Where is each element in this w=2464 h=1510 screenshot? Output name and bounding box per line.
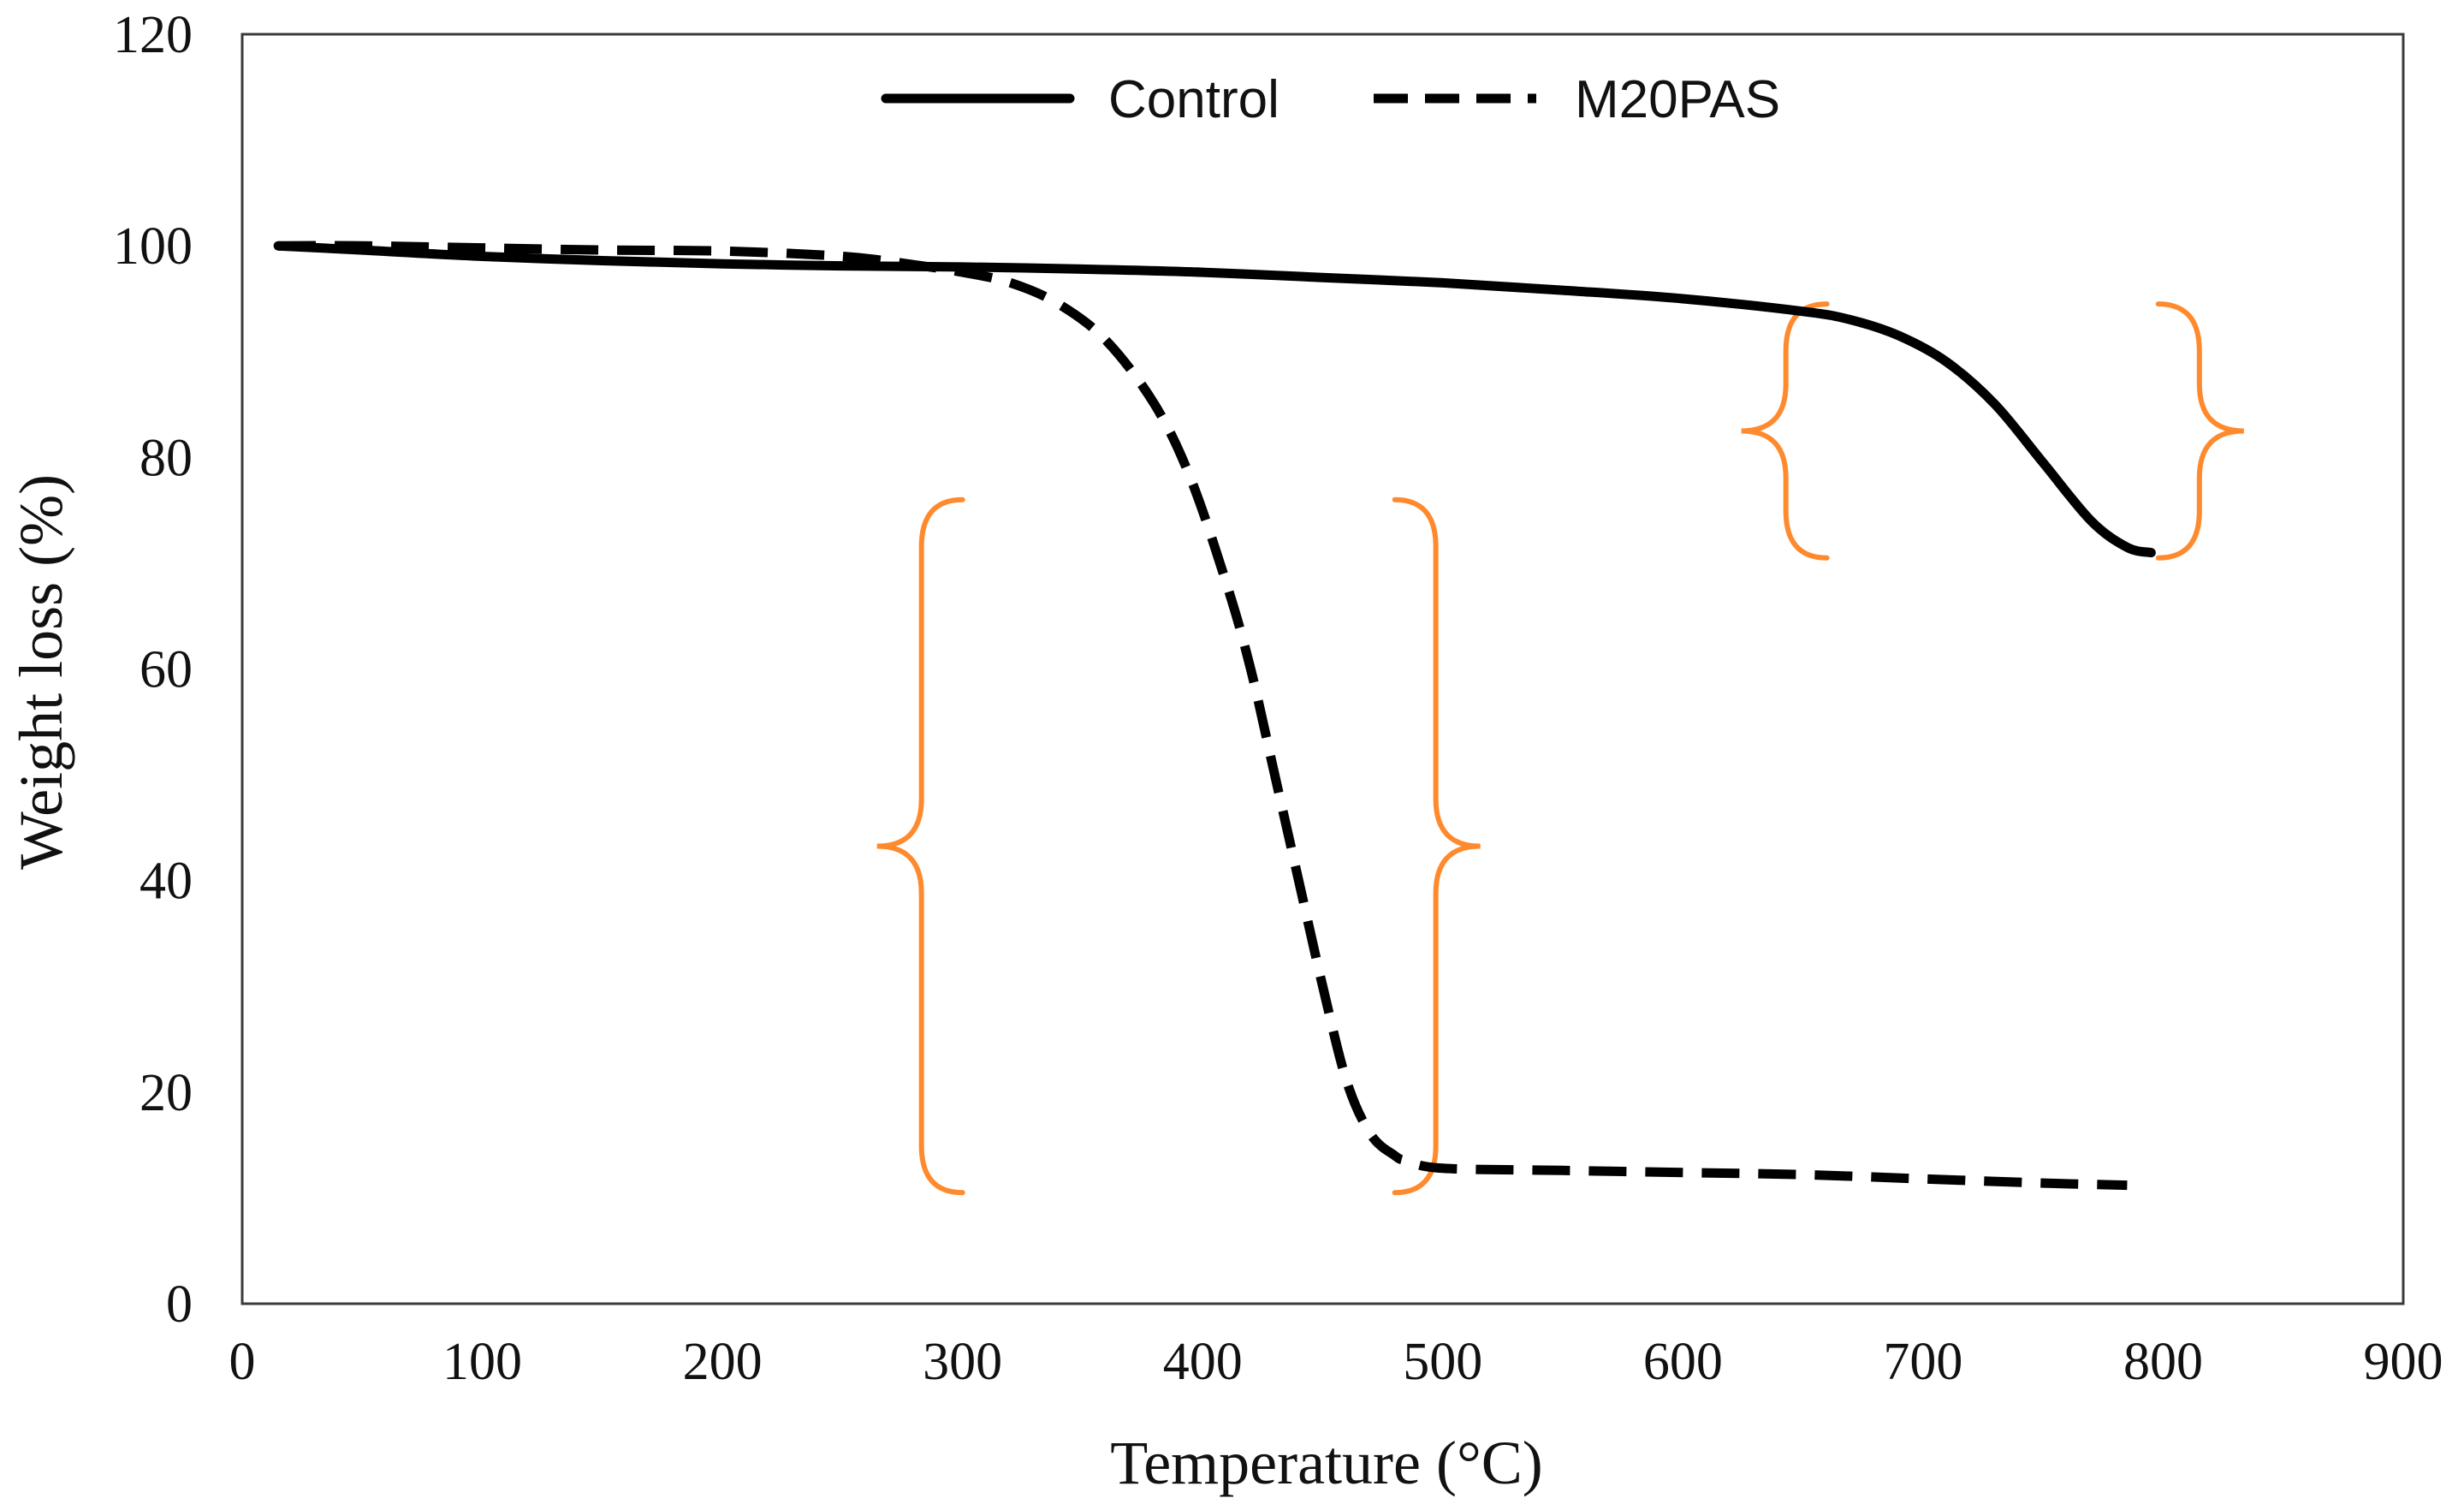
x-tick-label: 800 [2123,1333,2203,1391]
y-tick-label: 20 [140,1064,193,1122]
x-tick-label: 100 [442,1333,522,1391]
x-tick-label: 600 [1643,1333,1723,1391]
y-tick-label: 100 [113,217,193,276]
x-tick-label: 700 [1883,1333,1962,1391]
series-layer [273,241,2156,1191]
annotation-layer [876,301,2244,1196]
x-tick-label: 900 [2364,1333,2443,1391]
right-brace-2 [2155,301,2244,561]
tick-layer: 0 100 200 300 400 500 600 700 800 900 0 20 40 60 80 100… [113,6,2443,1391]
x-tick-label: 500 [1403,1333,1482,1391]
y-axis-title: Weight loss (%) [7,474,75,870]
y-tick-label: 120 [113,6,193,64]
y-tick-label: 60 [140,641,193,699]
series-line-control [273,241,2156,558]
x-tick-label: 400 [1163,1333,1243,1391]
legend-label-m20pas: M20PAS [1575,70,1780,129]
legend: Control M20PAS [881,70,1780,129]
y-tick-label: 80 [140,429,193,487]
left-brace-1 [876,496,965,1196]
x-axis-title: Temperature (°C) [1110,1429,1543,1497]
x-tick-label: 300 [923,1333,1002,1391]
y-tick-label: 0 [166,1275,193,1334]
plot-frame-layer [240,33,2405,1305]
y-tick-label: 40 [140,853,193,911]
left-brace-2 [1741,301,1830,561]
right-brace-1 [1392,496,1481,1196]
x-tick-label: 0 [229,1333,256,1391]
plot-area-border [240,33,2405,1305]
series-line-m20pas [278,241,2128,1191]
x-tick-label: 200 [683,1333,763,1391]
legend-label-control: Control [1108,70,1279,129]
